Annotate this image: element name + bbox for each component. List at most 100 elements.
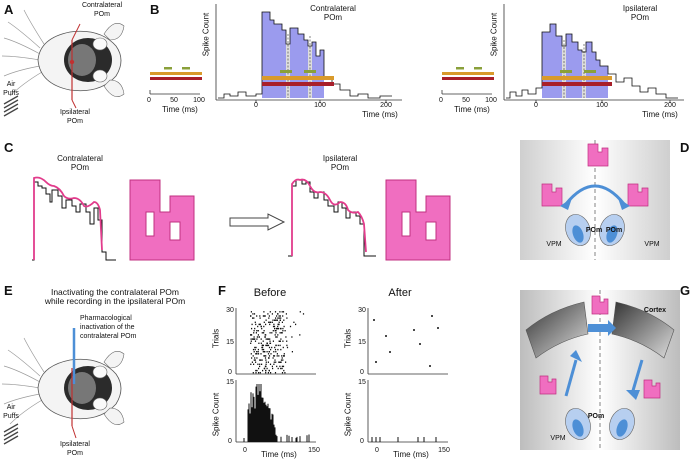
raster-spike [262,346,264,349]
raster-spike [267,372,269,374]
raster-spike [255,353,257,355]
raster-spike [262,369,264,372]
label-ipsilateral-pom-a: Ipsilateral POm [60,109,90,125]
raster-spike [254,327,256,330]
raster-spike [274,327,276,330]
raster-spike [280,348,282,351]
raster-spike [253,338,255,340]
raster-spike [281,321,283,323]
stim-timing-contra [149,67,202,95]
raster-spike [253,359,255,361]
raster-spike [256,315,258,317]
raster-spike [280,359,283,361]
raster-spike [280,327,282,330]
raster-spike [263,315,265,317]
raster-spike [255,323,257,326]
f-psth-ylabel-before: Spike Count [211,392,221,437]
raster-spike [268,338,270,340]
stim-tick-100-ipsi: 100 [485,97,497,104]
raster-spike [250,338,252,340]
d-vpm-right: VPM [644,241,660,248]
raster-spike [261,348,263,351]
raster-spike [273,355,275,357]
raster-spike [266,338,269,340]
raster-spike [253,317,255,319]
panel-b-letter: B [150,2,160,17]
raster-spike [258,367,260,370]
f-psth-ytick-0-after: 0 [360,438,364,445]
raster-spike [299,334,301,336]
raster-spike [286,346,289,349]
raster-spike [272,340,274,342]
raster-spike [270,321,272,323]
psth-tick-200-contra: 200 [380,102,392,109]
raster-spike [263,311,265,313]
raster-spike [265,319,267,321]
raster-spike [251,323,253,326]
raster-spike [282,311,285,313]
raster-spike [274,330,276,332]
raster-spike [255,361,257,363]
raster-spike [279,344,281,347]
raster-spike [272,330,274,332]
raster-spike [261,332,263,334]
before-psth-bars [243,384,310,442]
panel-e-rat-illustration [1,328,125,445]
raster-spike [283,353,285,355]
raster-spike [275,317,277,319]
raster-spike [257,348,259,351]
raster-spike [274,311,277,313]
raster-spike [277,348,279,351]
raster-spike [269,342,272,344]
raster-spike [278,361,280,363]
raster-spike [273,325,276,328]
raster-spike [251,338,254,340]
f-before-raster [235,308,316,375]
raster-spike [279,361,281,363]
raster-spike [271,321,273,323]
raster-spike [281,332,283,334]
raster-spike [258,323,260,326]
raster-spike [276,327,278,330]
raster-spike [277,334,279,336]
raster-spike [267,344,270,347]
psth-ipsi-blue-area [542,24,608,98]
stim-tick-0-ipsi: 0 [439,97,443,104]
f-raster-ytick-15-before: 15 [226,339,234,346]
raster-spike [264,357,267,359]
panel-d-letter: D [680,140,690,155]
stim-tick-100-contra: 100 [193,97,205,104]
raster-spike [254,357,256,359]
raster-spike [278,323,280,326]
raster-spike [265,344,267,347]
raster-spike [265,355,267,357]
raster-spike [291,336,293,338]
raster-spike [268,369,270,372]
f-psth-ylabel-after: Spike Count [343,392,353,437]
panel-c-contra-template [129,179,195,261]
raster-spike [250,315,252,317]
raster-spike [276,319,278,321]
f-xlabel-after: Time (ms) [393,450,429,459]
f-psth-ytick-15-after: 15 [358,379,366,386]
stim-tick-50-ipsi: 50 [462,97,470,104]
raster-spike [254,338,256,340]
stim-timing-ipsi [441,67,494,95]
psth-tick-200-ipsi: 200 [664,102,676,109]
stim-tick-0-contra: 0 [147,97,151,104]
raster-spike [285,313,287,315]
raster-spike [273,361,275,363]
raster-spike [277,313,279,315]
raster-spike [260,359,262,361]
pink-template-icons [541,143,649,207]
panel-c-letter: C [4,140,14,155]
raster-spike [283,325,285,328]
raster-spike [254,348,256,351]
raster-spike [295,323,297,326]
psth-tick-0-ipsi: 0 [534,102,538,109]
f-xtick-0-after: 0 [375,447,379,454]
raster-spike [270,372,272,374]
psth-title-contra: Contralateral POm [310,4,356,22]
psth-xlabel-contra: Time (ms) [362,110,398,119]
stim-xlabel-ipsi: Time (ms) [454,105,490,114]
